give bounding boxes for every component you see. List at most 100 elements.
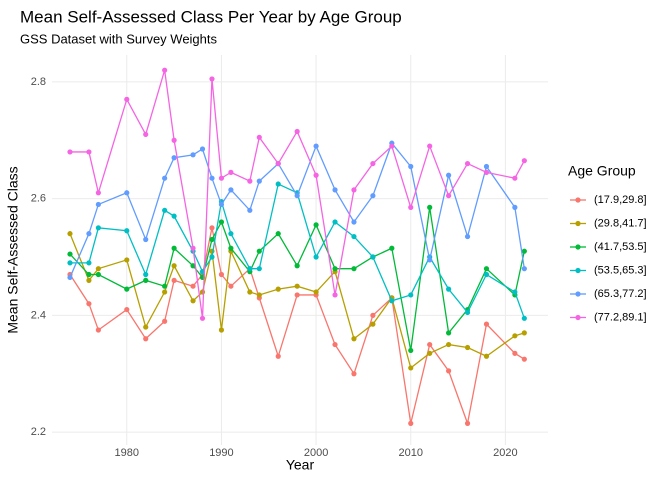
data-point xyxy=(313,254,319,260)
data-point xyxy=(190,298,196,304)
data-point xyxy=(162,283,168,289)
data-point xyxy=(370,321,376,327)
data-point xyxy=(446,193,452,199)
data-point xyxy=(218,327,225,333)
data-point xyxy=(275,286,281,292)
data-point xyxy=(95,201,101,208)
data-point xyxy=(483,266,490,272)
data-point xyxy=(171,213,177,219)
data-point xyxy=(294,128,300,135)
x-tick-label: 1990 xyxy=(209,447,233,459)
data-point xyxy=(190,283,196,289)
data-point xyxy=(275,231,281,237)
data-point xyxy=(521,158,527,164)
x-tick-label: 2000 xyxy=(304,447,328,459)
data-point xyxy=(427,350,433,356)
data-point xyxy=(209,254,215,260)
data-point xyxy=(446,330,452,336)
data-point xyxy=(199,289,206,295)
data-point xyxy=(162,207,168,213)
data-point xyxy=(332,341,338,348)
data-point xyxy=(408,347,414,354)
data-point xyxy=(464,233,471,240)
data-point xyxy=(67,274,73,281)
data-point xyxy=(464,309,471,316)
y-tick-label: 2.2 xyxy=(31,426,46,438)
data-point xyxy=(370,160,376,167)
data-point xyxy=(143,236,149,243)
data-point xyxy=(294,283,300,289)
data-point xyxy=(408,292,414,298)
data-point xyxy=(162,318,168,324)
series-line xyxy=(69,141,525,278)
data-point xyxy=(427,341,433,348)
data-point xyxy=(389,245,395,251)
data-point xyxy=(162,67,168,73)
data-point xyxy=(95,327,101,333)
data-point xyxy=(351,336,357,342)
data-point xyxy=(521,356,527,362)
data-point xyxy=(67,260,73,266)
data-point xyxy=(190,263,196,269)
data-point xyxy=(124,306,130,313)
data-point xyxy=(351,371,357,377)
data-point xyxy=(218,219,225,225)
data-point xyxy=(521,330,527,336)
data-point xyxy=(171,155,177,161)
data-point xyxy=(247,207,253,213)
data-point xyxy=(256,266,262,272)
y-tick-label: 2.8 xyxy=(31,76,46,88)
data-point xyxy=(218,175,225,181)
x-tick-label: 1980 xyxy=(115,447,139,459)
data-point xyxy=(351,187,357,193)
data-point xyxy=(408,163,414,170)
data-point xyxy=(124,286,130,292)
data-point xyxy=(199,146,206,152)
data-point xyxy=(294,263,300,269)
chart-title: Mean Self-Assessed Class Per Year by Age… xyxy=(20,7,402,26)
legend-key-point xyxy=(575,220,581,227)
data-point xyxy=(256,248,262,254)
data-point xyxy=(464,160,471,167)
data-point xyxy=(313,222,319,228)
data-point xyxy=(247,178,253,184)
data-point xyxy=(332,219,338,225)
data-point xyxy=(464,344,471,351)
legend-label: (53.5,65.3] xyxy=(594,264,647,276)
data-point xyxy=(408,420,414,426)
data-point xyxy=(67,231,73,237)
data-point xyxy=(275,353,281,359)
x-tick-label: 2020 xyxy=(493,447,517,459)
data-point xyxy=(86,277,92,283)
data-point xyxy=(294,292,300,298)
data-point xyxy=(512,289,518,295)
data-point xyxy=(521,248,527,254)
series-line xyxy=(69,227,525,426)
series-line xyxy=(69,69,525,319)
data-point xyxy=(228,231,234,237)
data-point xyxy=(294,193,300,199)
data-point xyxy=(86,301,92,307)
data-point xyxy=(247,266,253,272)
data-point xyxy=(199,315,206,321)
data-point xyxy=(512,350,518,356)
x-axis-title: Year xyxy=(286,457,315,473)
data-point xyxy=(162,175,168,181)
data-point xyxy=(483,271,490,278)
data-point xyxy=(351,266,357,272)
legend-key-point xyxy=(575,267,581,274)
data-point xyxy=(67,149,73,155)
data-point xyxy=(483,353,490,359)
legend-label: (77.2,89.1] xyxy=(594,311,647,323)
data-point xyxy=(483,321,490,327)
legend-label: (29.8,41.7] xyxy=(594,217,647,229)
data-point xyxy=(464,420,471,426)
data-point xyxy=(209,76,215,82)
data-point xyxy=(427,257,433,263)
data-point xyxy=(95,225,101,231)
data-point xyxy=(313,143,319,149)
data-point xyxy=(427,204,433,210)
data-point xyxy=(95,266,101,272)
data-point xyxy=(256,134,262,140)
